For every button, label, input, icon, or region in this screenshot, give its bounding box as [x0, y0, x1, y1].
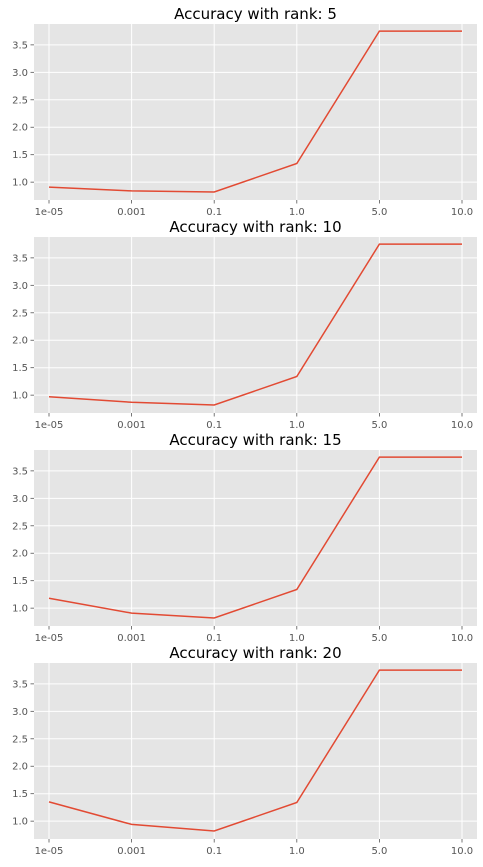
x-tick-label: 0.1: [206, 420, 222, 431]
chart-title: Accuracy with rank: 5: [174, 5, 337, 23]
chart-title: Accuracy with rank: 10: [169, 218, 341, 236]
y-tick-label: 3.0: [12, 707, 28, 718]
y-tick-label: 2.5: [12, 734, 28, 745]
data-point: [296, 801, 298, 803]
y-tick-label: 2.0: [12, 762, 28, 773]
x-tick-label: 10.0: [451, 846, 473, 857]
data-point: [213, 191, 215, 193]
y-tick-label: 2.5: [12, 308, 28, 319]
data-point: [213, 830, 215, 832]
tick-labels: 1e-05 0.001 0.1 1.0 5.0 10.0 1.0 1.5 2.0 2.5 3.0 3.…: [12, 253, 473, 431]
data-point: [296, 375, 298, 377]
data-point: [296, 162, 298, 164]
data-point: [48, 801, 50, 803]
y-tick-label: 3.5: [12, 466, 28, 477]
subplot: 1e-05 0.001 0.1 1.0 5.0 10.0 1.0 1.5 2.0 2.5 3.0 3.…: [12, 431, 477, 644]
data-point: [378, 669, 380, 671]
y-tick-label: 3.0: [12, 68, 28, 79]
x-tick-label: 1.0: [289, 207, 305, 218]
plot-background: [34, 450, 477, 626]
plot-background: [34, 24, 477, 200]
chart-title: Accuracy with rank: 15: [169, 431, 341, 449]
x-tick-label: 5.0: [371, 633, 387, 644]
x-tick-label: 0.1: [206, 207, 222, 218]
x-tick-label: 10.0: [451, 207, 473, 218]
y-tick-label: 3.5: [12, 679, 28, 690]
x-tick-label: 10.0: [451, 420, 473, 431]
accuracy-line: [48, 456, 462, 619]
data-point: [131, 612, 133, 614]
tick-labels: 1e-05 0.001 0.1 1.0 5.0 10.0 1.0 1.5 2.0 2.5 3.0 3.…: [12, 40, 473, 218]
x-tick-label: 0.001: [117, 846, 146, 857]
y-tick-label: 3.0: [12, 281, 28, 292]
data-point: [296, 588, 298, 590]
y-tick-label: 2.5: [12, 521, 28, 532]
tick-labels: 1e-05 0.001 0.1 1.0 5.0 10.0 1.0 1.5 2.0 2.5 3.0 3.…: [12, 466, 473, 644]
subplot: 1e-05 0.001 0.1 1.0 5.0 10.0 1.0 1.5 2.0 2.5 3.0 3.…: [12, 218, 477, 431]
y-tick-label: 1.5: [12, 789, 28, 800]
grid: [34, 24, 477, 200]
tick-labels: 1e-05 0.001 0.1 1.0 5.0 10.0 1.0 1.5 2.0 2.5 3.0 3.…: [12, 679, 473, 857]
y-tick-label: 1.0: [12, 178, 28, 189]
y-tick-label: 1.5: [12, 363, 28, 374]
x-tick-label: 5.0: [371, 846, 387, 857]
plot-background: [34, 237, 477, 413]
grid: [34, 663, 477, 839]
x-tick-label: 1.0: [289, 420, 305, 431]
y-tick-label: 3.5: [12, 40, 28, 51]
x-tick-label: 0.001: [117, 207, 146, 218]
x-tick-label: 0.1: [206, 846, 222, 857]
y-tick-label: 1.5: [12, 150, 28, 161]
y-tick-label: 2.0: [12, 549, 28, 560]
data-point: [131, 823, 133, 825]
x-tick-label: 0.1: [206, 633, 222, 644]
x-tick-label: 1e-05: [35, 846, 64, 857]
grid: [34, 237, 477, 413]
y-tick-label: 1.0: [12, 817, 28, 828]
data-point: [213, 404, 215, 406]
x-tick-label: 1e-05: [35, 207, 64, 218]
plot-background: [34, 663, 477, 839]
data-point: [378, 30, 380, 32]
x-tick-label: 0.001: [117, 420, 146, 431]
x-tick-label: 1.0: [289, 846, 305, 857]
data-point: [461, 30, 463, 32]
y-tick-label: 1.5: [12, 576, 28, 587]
data-point: [378, 456, 380, 458]
x-tick-label: 10.0: [451, 633, 473, 644]
data-point: [461, 669, 463, 671]
y-tick-label: 1.0: [12, 391, 28, 402]
x-tick-label: 1e-05: [35, 633, 64, 644]
accuracy-line: [48, 669, 462, 832]
y-tick-label: 2.5: [12, 95, 28, 106]
x-tick-label: 5.0: [371, 207, 387, 218]
y-tick-label: 3.5: [12, 253, 28, 264]
data-point: [48, 597, 50, 599]
x-tick-label: 1e-05: [35, 420, 64, 431]
accuracy-line: [48, 30, 462, 193]
y-tick-label: 2.0: [12, 336, 28, 347]
subplot: 1e-05 0.001 0.1 1.0 5.0 10.0 1.0 1.5 2.0 2.5 3.0 3.…: [12, 5, 477, 218]
data-point: [378, 243, 380, 245]
data-point: [48, 186, 50, 188]
x-tick-label: 1.0: [289, 633, 305, 644]
data-point: [461, 243, 463, 245]
subplot: 1e-05 0.001 0.1 1.0 5.0 10.0 1.0 1.5 2.0 2.5 3.0 3.…: [12, 644, 477, 857]
y-tick-label: 3.0: [12, 494, 28, 505]
data-point: [461, 456, 463, 458]
accuracy-line: [48, 243, 462, 406]
data-point: [131, 401, 133, 403]
x-tick-label: 0.001: [117, 633, 146, 644]
y-tick-label: 2.0: [12, 123, 28, 134]
x-tick-label: 5.0: [371, 420, 387, 431]
chart-title: Accuracy with rank: 20: [169, 644, 341, 662]
data-point: [213, 617, 215, 619]
data-point: [131, 190, 133, 192]
data-point: [48, 396, 50, 398]
y-tick-label: 1.0: [12, 604, 28, 615]
